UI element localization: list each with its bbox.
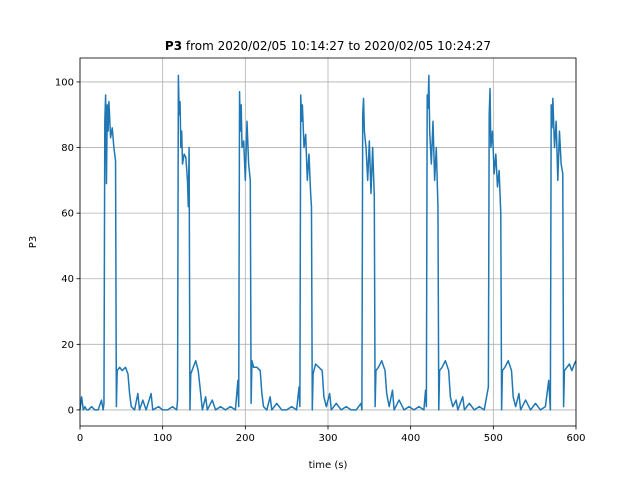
y-tick-label: 80 <box>61 143 74 154</box>
x-axis-label: time (s) <box>309 460 348 471</box>
title-bold: P3 <box>165 39 182 53</box>
x-tick-label: 500 <box>484 433 503 444</box>
plot <box>79 74 577 411</box>
y-tick-label: 20 <box>61 340 74 351</box>
x-tick-label: 300 <box>318 433 337 444</box>
title-rest: from 2020/02/05 10:14:27 to 2020/02/05 1… <box>186 39 491 53</box>
x-tick-label: 600 <box>566 433 585 444</box>
y-tick-label: 40 <box>61 274 74 285</box>
y-tick-label: 0 <box>68 405 74 416</box>
x-tick-label: 200 <box>236 433 255 444</box>
y-tick-label: 100 <box>55 77 74 88</box>
x-tick-label: 100 <box>153 433 172 444</box>
y-axis-label: P3 <box>28 236 39 248</box>
x-tick-label: 400 <box>401 433 420 444</box>
y-tick-label: 60 <box>61 209 74 220</box>
data-line <box>79 74 577 411</box>
chart-title: P3 from 2020/02/05 10:14:27 to 2020/02/0… <box>165 39 491 53</box>
x-tick-label: 0 <box>77 433 83 444</box>
